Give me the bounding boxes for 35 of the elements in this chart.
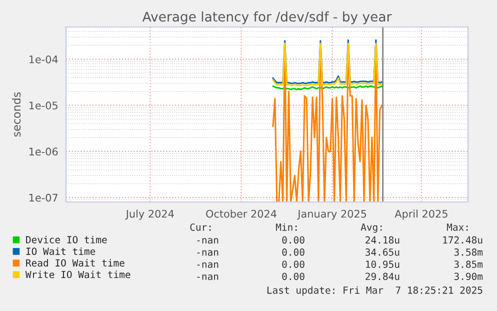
text: -nan <box>197 274 218 280</box>
legend-label: IO Wait time <box>26 247 96 255</box>
text: 0.00 <box>282 236 304 244</box>
text: 3.58m <box>454 248 483 256</box>
y-tick-label: 1e-05 <box>29 102 58 110</box>
text: 3.90m <box>454 272 483 280</box>
text: 172.48u <box>443 236 482 244</box>
x-tick-label: October 2024 <box>206 210 276 218</box>
text: -nan <box>197 250 218 256</box>
legend-label: Write IO Wait time <box>25 270 130 278</box>
text: 34.65u <box>366 248 400 256</box>
text: 0.00 <box>282 272 304 280</box>
x-tick-label: April 2025 <box>394 210 448 220</box>
text: 29.84u <box>366 272 400 280</box>
text: Cur: <box>190 223 211 231</box>
text: Min: <box>276 223 297 231</box>
text: Max: <box>446 224 468 231</box>
legend-label: Device IO time <box>26 236 107 244</box>
text: -nan <box>197 238 218 244</box>
y-tick-label: 1e-06 <box>29 148 58 156</box>
y-tick-label: 1e-04 <box>29 55 58 64</box>
text: 3.85m <box>454 260 483 268</box>
text: 24.18u <box>366 236 400 244</box>
text: Avg: <box>360 224 382 233</box>
x-tick-label: July 2024 <box>125 210 174 220</box>
y-tick-label: 1e-07 <box>29 194 58 202</box>
text: -nan <box>197 262 218 268</box>
text: 0.00 <box>282 260 304 268</box>
text: 10.95u <box>366 260 400 268</box>
legend-label: Read IO Wait time <box>26 259 124 267</box>
text: Last update: Fri Mar 7 18:25:21 2025 <box>267 286 482 296</box>
text: 0.00 <box>282 248 304 256</box>
y-axis-title: seconds <box>12 92 21 137</box>
x-tick-label: January 2025 <box>297 210 366 220</box>
chart-title: Average latency for /dev/sdf - by year <box>142 11 392 24</box>
